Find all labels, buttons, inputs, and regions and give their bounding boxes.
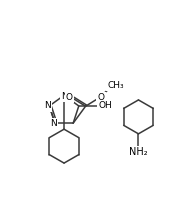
Text: O: O <box>66 93 73 102</box>
Text: OH: OH <box>98 101 112 110</box>
Text: O: O <box>97 93 104 102</box>
Text: N: N <box>61 92 67 101</box>
Text: CH₃: CH₃ <box>108 81 124 90</box>
Text: N: N <box>50 119 57 128</box>
Text: NH₂: NH₂ <box>129 147 148 157</box>
Text: N: N <box>44 101 51 110</box>
